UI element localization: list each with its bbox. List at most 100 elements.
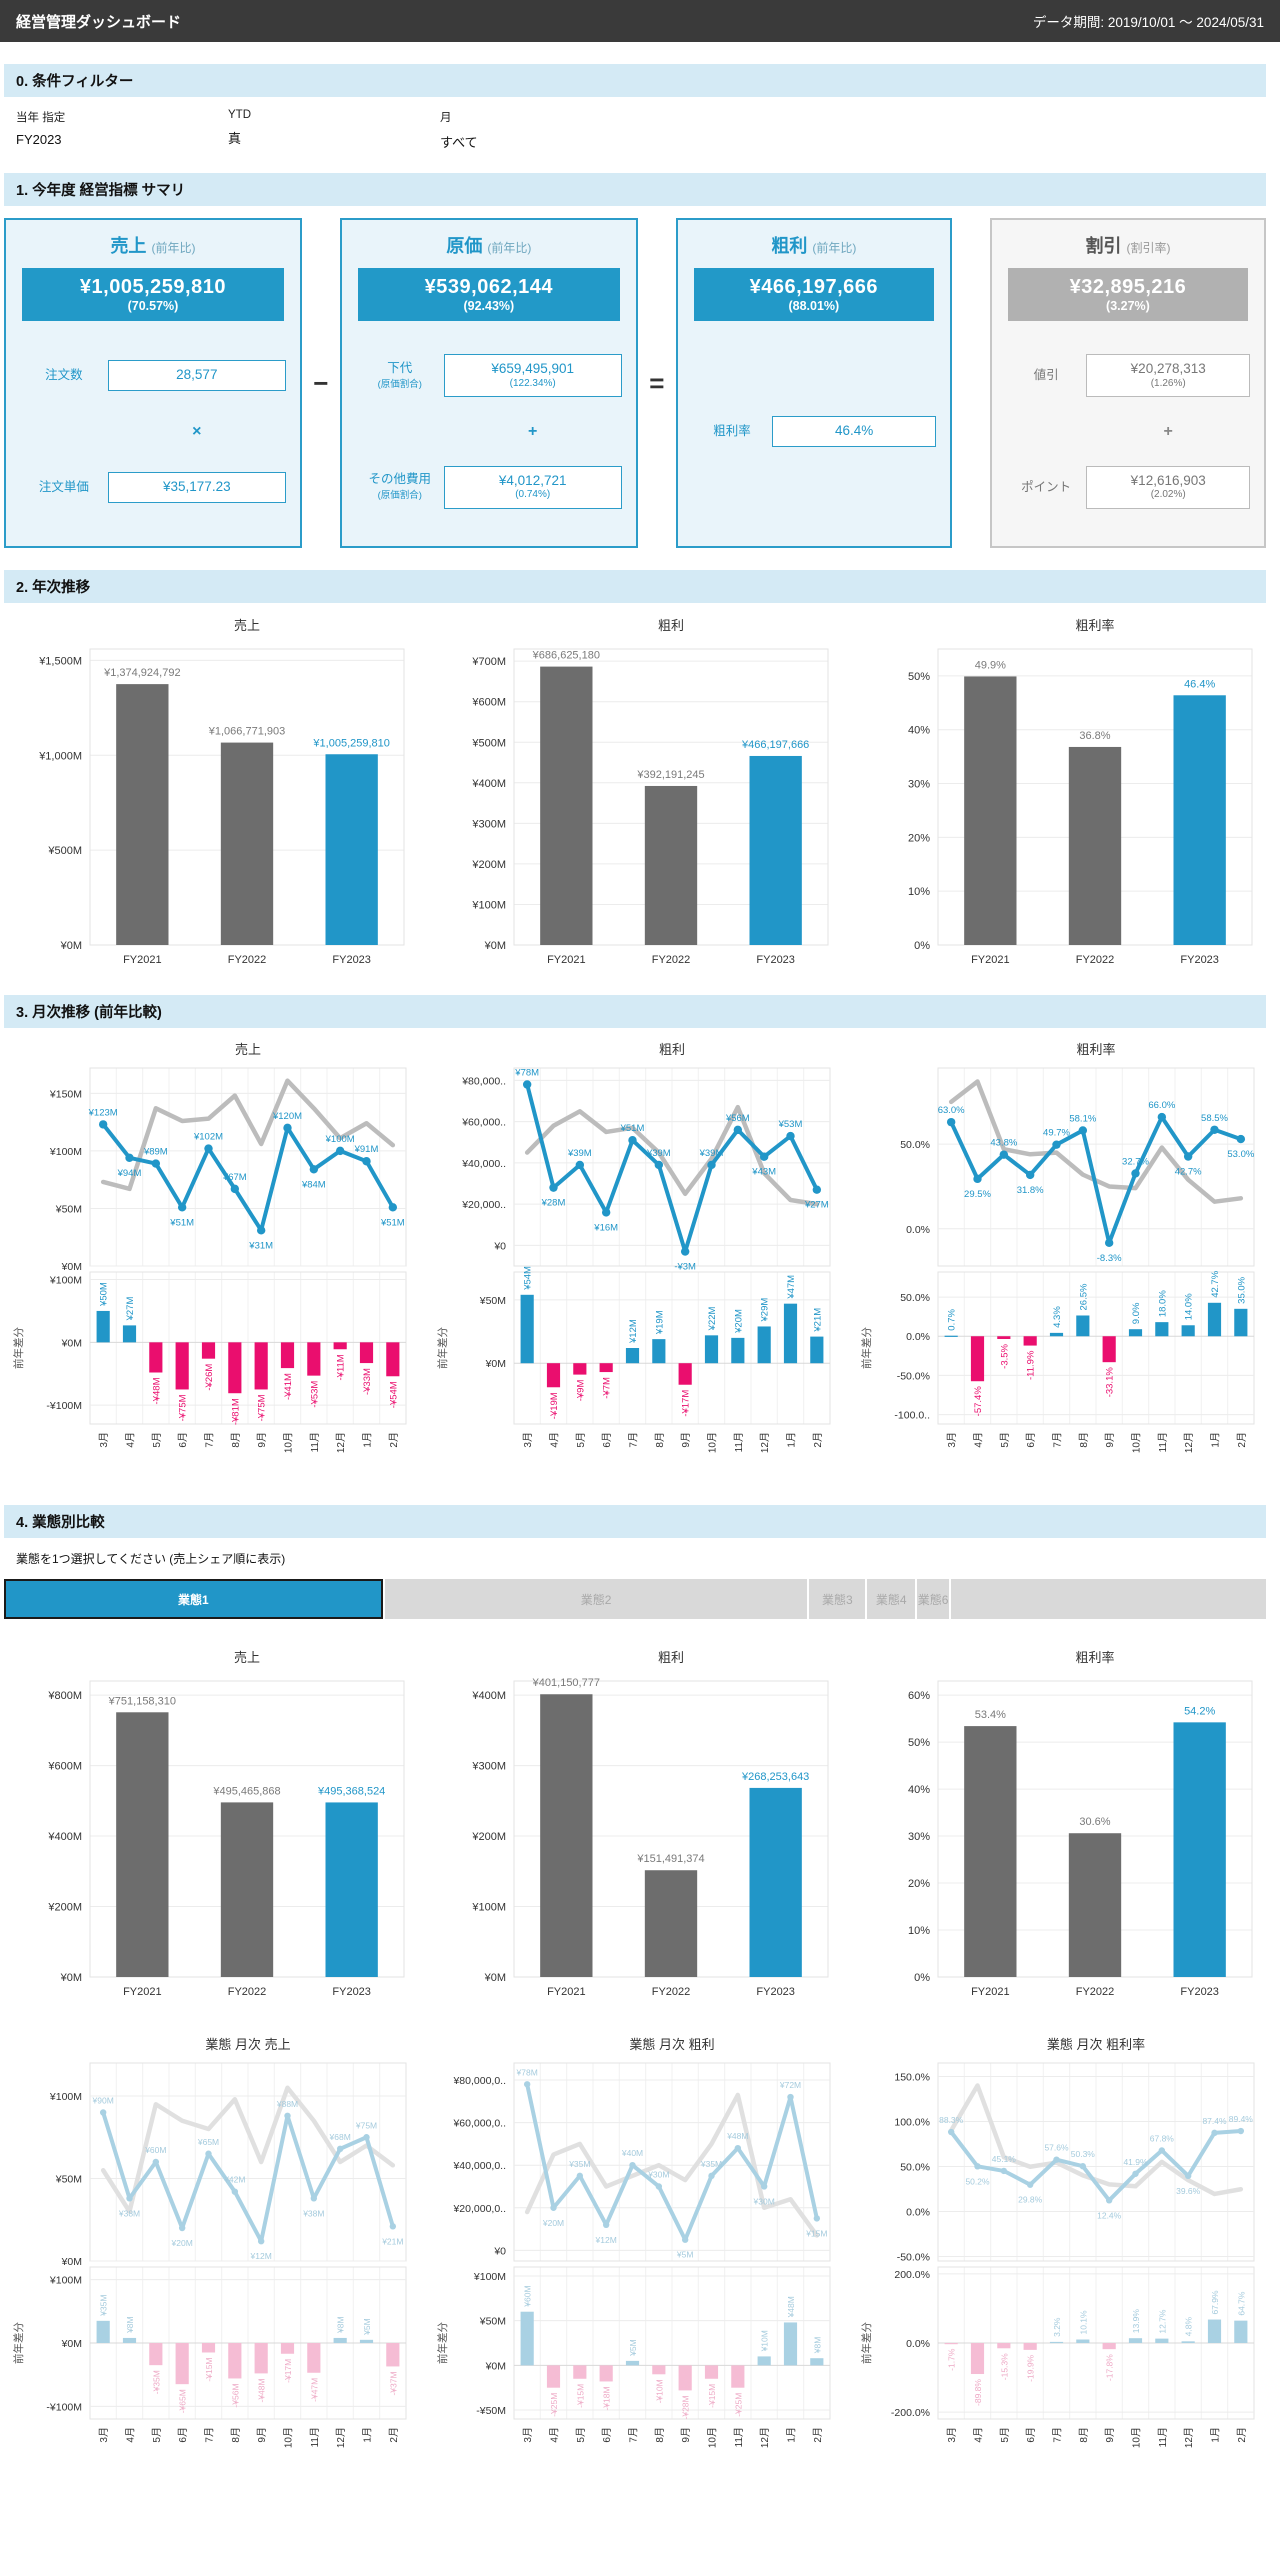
svg-text:¥38M: ¥38M <box>302 2208 324 2218</box>
svg-text:-¥26M: -¥26M <box>204 1364 215 1391</box>
svg-text:FY2023: FY2023 <box>756 954 795 966</box>
svg-text:¥150M: ¥150M <box>49 1088 82 1100</box>
page-title: 経営管理ダッシュボード <box>16 13 182 31</box>
svg-text:5月: 5月 <box>575 2427 587 2443</box>
svg-text:-¥9M: -¥9M <box>575 1380 586 1402</box>
svg-text:8月: 8月 <box>1078 2427 1090 2443</box>
segment-monthly-sales-chart: 業態 月次 売上 ¥100M ¥50M ¥0M ¥90M ¥38M ¥60M ¥20M ¥65M… <box>4 2033 418 2478</box>
svg-text:2月: 2月 <box>388 2427 400 2443</box>
svg-text:58.5%: 58.5% <box>1201 1113 1228 1124</box>
svg-text:12月: 12月 <box>1183 1432 1195 1453</box>
svg-text:¥0M: ¥0M <box>60 1972 82 1984</box>
svg-text:¥268,253,643: ¥268,253,643 <box>741 1771 809 1783</box>
svg-text:3月: 3月 <box>946 1432 958 1448</box>
annual-charts-row: 売上 ¥1,500M ¥1,000M ¥500M ¥0M ¥1,374,924,792 FY… <box>4 613 1266 973</box>
svg-text:-¥10M: -¥10M <box>654 2379 664 2403</box>
svg-text:-¥15M: -¥15M <box>204 2358 214 2382</box>
svg-text:業態 月次 売上: 業態 月次 売上 <box>205 2037 290 2052</box>
svg-text:12.7%: 12.7% <box>1157 2309 1167 2334</box>
svg-text:89.4%: 89.4% <box>1229 2114 1254 2124</box>
segment-annual-profit-chart: 粗利 ¥400M ¥300M ¥200M ¥100M ¥0M ¥401,150,777 FY2… <box>428 1645 842 2005</box>
svg-text:2月: 2月 <box>812 2427 824 2443</box>
svg-text:¥65M: ¥65M <box>197 2137 219 2147</box>
svg-text:9月: 9月 <box>680 2427 692 2443</box>
annual-profit-chart: 粗利 ¥700M ¥600M ¥500M ¥400M ¥300M ¥200M ¥100M ¥0M… <box>428 613 842 973</box>
svg-text:-17.8%: -17.8% <box>1105 2354 1115 2381</box>
svg-text:-¥75M: -¥75M <box>257 1394 268 1421</box>
svg-text:0%: 0% <box>914 940 930 952</box>
card-title: 売上 (前年比) <box>110 236 196 256</box>
svg-text:-57.4%: -57.4% <box>973 1386 984 1417</box>
svg-text:FY2021: FY2021 <box>123 1986 162 1998</box>
svg-text:¥39M: ¥39M <box>567 1148 592 1159</box>
segment-button-1[interactable]: 業態1 <box>4 1579 383 1619</box>
svg-text:¥100M: ¥100M <box>325 1134 355 1145</box>
segment-button-5[interactable]: 業態6 <box>917 1579 949 1619</box>
svg-text:50.0%: 50.0% <box>900 1292 930 1304</box>
svg-text:¥100M: ¥100M <box>49 1275 82 1287</box>
svg-text:12月: 12月 <box>759 1432 771 1453</box>
filter-value-ytd[interactable]: 真 <box>228 131 242 146</box>
svg-text:¥40,000,0..: ¥40,000,0.. <box>452 2160 506 2172</box>
card-row-label: 粗利率 <box>713 424 751 438</box>
svg-text:12.4%: 12.4% <box>1097 2210 1122 2220</box>
filter-value-current-year[interactable]: FY2023 <box>16 132 62 147</box>
svg-text:87.4%: 87.4% <box>1202 2116 1227 2126</box>
svg-text:-¥17M: -¥17M <box>283 2359 293 2383</box>
segment-button-4[interactable]: 業態4 <box>867 1579 916 1619</box>
svg-text:¥751,158,310: ¥751,158,310 <box>108 1695 176 1707</box>
svg-text:6月: 6月 <box>601 1432 613 1448</box>
segment-button-other[interactable] <box>951 1579 1266 1619</box>
card-row-label: 値引 <box>1033 368 1059 383</box>
svg-text:¥800M: ¥800M <box>47 1690 82 1702</box>
svg-text:¥500M: ¥500M <box>47 845 82 857</box>
bar-chart-svg: 売上 ¥1,500M ¥1,000M ¥500M ¥0M ¥1,374,924,792 FY… <box>38 618 405 966</box>
card-row-value: ¥12,616,903 (2.02%) <box>1086 465 1250 509</box>
svg-text:¥20M: ¥20M <box>171 2238 193 2248</box>
svg-text:FY2022: FY2022 <box>228 954 267 966</box>
segment-monthly-charts-row: 業態 月次 売上 ¥100M ¥50M ¥0M ¥90M ¥38M ¥60M ¥20M ¥65M… <box>4 2033 1266 2478</box>
svg-text:-¥25M: -¥25M <box>733 2393 743 2417</box>
svg-text:-¥11M: -¥11M <box>336 1354 347 1380</box>
svg-text:売上: 売上 <box>234 618 260 633</box>
svg-text:4月: 4月 <box>549 1432 561 1448</box>
svg-text:¥1,500M: ¥1,500M <box>38 655 82 667</box>
svg-text:FY2021: FY2021 <box>971 1986 1010 1998</box>
card-row-label: 注文単価 <box>38 479 89 494</box>
svg-text:9.0%: 9.0% <box>1131 1302 1142 1324</box>
monthly-charts-row: 売上 ¥150M ¥100M ¥50M ¥0M ¥123M ¥94M ¥89M ¥51M ¥102… <box>4 1038 1266 1483</box>
card-title: 割引 (割引率) <box>1085 236 1171 256</box>
filter-label: 当年 指定 <box>16 112 66 124</box>
svg-text:¥39M: ¥39M <box>699 1148 724 1159</box>
segment-button-2[interactable]: 業態2 <box>384 1579 808 1619</box>
svg-text:-¥81M: -¥81M <box>230 1398 241 1425</box>
svg-text:¥400M: ¥400M <box>471 778 506 790</box>
svg-text:-33.1%: -33.1% <box>1105 1367 1116 1398</box>
svg-text:¥0M: ¥0M <box>60 940 82 952</box>
combo-chart-svg: 業態 月次 粗利率 150.0% 100.0% 50.0% 0.0% -50.0% 88.3… <box>860 2037 1255 2448</box>
svg-text:5月: 5月 <box>575 1432 587 1448</box>
svg-text:20%: 20% <box>908 1878 930 1890</box>
svg-text:-100.0..: -100.0.. <box>894 1410 930 1422</box>
svg-text:-¥56M: -¥56M <box>230 2383 240 2407</box>
svg-text:42.7%: 42.7% <box>1210 1270 1221 1297</box>
svg-text:11月: 11月 <box>1157 2427 1169 2447</box>
svg-text:¥0M: ¥0M <box>485 1358 506 1370</box>
svg-text:¥78M: ¥78M <box>516 2067 538 2077</box>
svg-text:¥200M: ¥200M <box>471 859 506 871</box>
svg-text:¥51M: ¥51M <box>169 1217 194 1228</box>
card-row-value: 46.4% <box>772 416 936 447</box>
svg-text:35.0%: 35.0% <box>1236 1276 1247 1303</box>
svg-text:-¥7M: -¥7M <box>602 1377 613 1399</box>
svg-text:6月: 6月 <box>177 2427 189 2443</box>
segment-button-3[interactable]: 業態3 <box>809 1579 866 1619</box>
svg-text:2月: 2月 <box>1236 1432 1248 1448</box>
svg-text:4月: 4月 <box>549 2427 561 2443</box>
svg-text:6月: 6月 <box>1025 2427 1037 2443</box>
svg-text:粗利: 粗利 <box>659 1042 685 1057</box>
svg-text:¥600M: ¥600M <box>47 1761 82 1773</box>
svg-text:41.9%: 41.9% <box>1123 2157 1148 2167</box>
filter-value-month[interactable]: すべて <box>440 135 478 150</box>
svg-text:¥80,000,0..: ¥80,000,0.. <box>452 2075 506 2087</box>
svg-text:53.0%: 53.0% <box>1227 1149 1254 1160</box>
